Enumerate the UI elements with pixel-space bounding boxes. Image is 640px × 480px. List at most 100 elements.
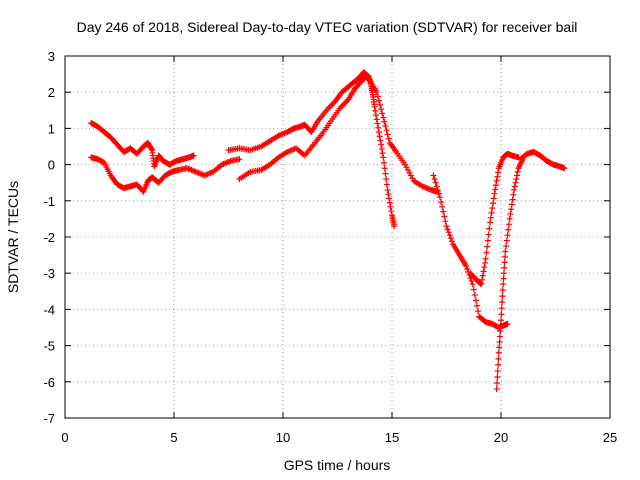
x-tick-labels: 0 5 10 15 20 25 (61, 430, 617, 445)
data-point (483, 249, 490, 256)
data-point (384, 131, 391, 138)
data-point (496, 344, 503, 351)
data-point (406, 169, 413, 176)
y-tick-labels: -7 -6 -5 -4 -3 -2 -1 0 1 2 3 (43, 49, 55, 426)
data-point (490, 200, 497, 207)
data-point (474, 302, 481, 309)
data-point (373, 116, 380, 123)
data-point (502, 248, 509, 255)
data-point (499, 299, 506, 306)
grid-lines (65, 56, 610, 418)
data-points (88, 69, 568, 393)
axis-ticks (64, 55, 611, 419)
data-point (386, 199, 393, 206)
data-point (469, 281, 476, 288)
data-point (511, 186, 518, 193)
data-point (501, 253, 508, 260)
data-point (376, 133, 383, 140)
data-point (377, 137, 384, 144)
data-point (374, 93, 381, 100)
data-point (435, 190, 442, 197)
data-point (463, 262, 470, 269)
data-point (438, 199, 445, 206)
data-point (484, 243, 491, 250)
data-point (493, 177, 500, 184)
data-point (380, 154, 387, 161)
data-point (479, 276, 486, 283)
y-tick-label: -7 (43, 411, 55, 426)
data-point (381, 118, 388, 125)
data-point (439, 203, 446, 210)
data-point (430, 172, 437, 179)
data-point (383, 181, 390, 188)
data-point (381, 165, 388, 172)
data-point (448, 238, 455, 245)
data-point (506, 215, 513, 222)
data-point (479, 272, 486, 279)
series-trace-4-afternoon (236, 72, 441, 195)
data-point (505, 226, 512, 233)
data-point (407, 172, 414, 179)
data-point (508, 201, 515, 208)
data-point (495, 169, 502, 176)
data-point (501, 264, 508, 271)
data-point (496, 333, 503, 340)
data-point (512, 179, 519, 186)
data-point (434, 186, 441, 193)
data-point (492, 182, 499, 189)
data-point (503, 237, 510, 244)
data-point (494, 373, 501, 380)
data-point (498, 305, 505, 312)
y-tick-label: 3 (48, 49, 55, 64)
data-point (494, 367, 501, 374)
series-trace-7-deep-spike (493, 156, 526, 393)
data-point (508, 206, 515, 213)
data-point (509, 196, 516, 203)
data-point (380, 114, 387, 121)
data-point (381, 159, 388, 166)
data-point (493, 386, 500, 393)
data-point (236, 156, 243, 163)
data-point (443, 223, 450, 230)
data-point (444, 226, 451, 233)
data-point (513, 176, 520, 183)
data-point (388, 208, 395, 215)
data-point (382, 122, 389, 129)
data-point (190, 152, 197, 159)
data-point (385, 191, 392, 198)
data-point (148, 145, 155, 152)
data-point (495, 349, 502, 356)
data-point (498, 317, 504, 324)
data-point (378, 141, 385, 148)
data-point (372, 107, 379, 114)
data-point (386, 195, 393, 202)
data-point (492, 186, 499, 193)
data-point (383, 127, 390, 134)
data-point (377, 101, 384, 108)
data-point (373, 112, 380, 119)
data-point (494, 380, 501, 387)
data-point (497, 328, 504, 335)
data-point (404, 167, 411, 174)
y-tick-label: 2 (48, 85, 55, 100)
data-point (499, 287, 506, 294)
data-point (379, 110, 386, 117)
data-point (442, 218, 449, 225)
data-point (497, 322, 504, 329)
data-point (472, 297, 479, 304)
y-tick-label: -6 (43, 375, 55, 390)
data-point (441, 213, 448, 220)
data-point (445, 229, 452, 236)
data-point (375, 124, 382, 131)
y-tick-label: -2 (43, 230, 55, 245)
data-point (510, 191, 517, 198)
data-point (500, 275, 507, 282)
data-point (488, 209, 495, 216)
data-point (487, 214, 494, 221)
series-trace-3-midday-rise (225, 69, 398, 230)
series-trace-8-late-evening (517, 148, 568, 172)
data-point (378, 106, 385, 113)
data-point (507, 211, 514, 218)
series-trace-1-upper-morning (88, 119, 197, 170)
data-point (481, 264, 488, 271)
